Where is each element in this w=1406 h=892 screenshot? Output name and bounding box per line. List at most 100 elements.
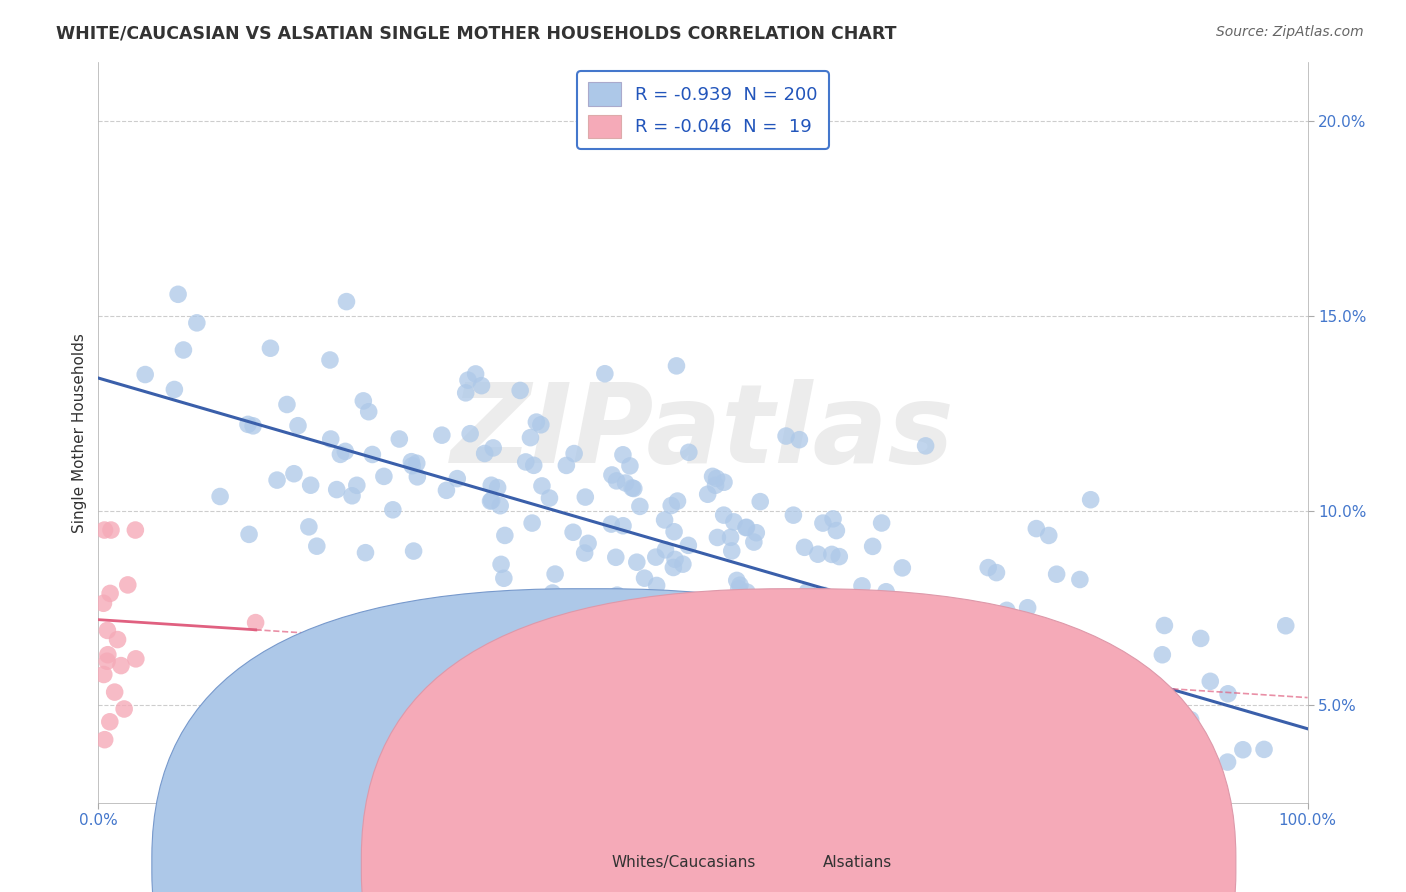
Point <box>287 418 309 433</box>
Point <box>1032 677 1054 691</box>
Point <box>662 524 685 539</box>
Point <box>464 367 486 381</box>
Point <box>1232 743 1254 757</box>
Point <box>470 378 492 392</box>
Point <box>98 714 121 729</box>
Point <box>298 520 321 534</box>
Point <box>862 540 884 554</box>
Point <box>530 479 553 493</box>
Point <box>354 546 377 560</box>
Point <box>541 586 564 600</box>
Point <box>319 432 342 446</box>
Point <box>167 287 190 301</box>
Point <box>851 579 873 593</box>
Point <box>928 627 950 641</box>
Point <box>1047 661 1070 675</box>
Point <box>236 417 259 432</box>
Point <box>340 489 363 503</box>
Point <box>723 667 745 681</box>
Point <box>1153 618 1175 632</box>
Point <box>107 632 129 647</box>
Point <box>749 494 772 508</box>
Point <box>388 432 411 446</box>
Point <box>1017 600 1039 615</box>
Point <box>357 405 380 419</box>
Point <box>299 478 322 492</box>
Point <box>574 490 596 504</box>
Point <box>925 676 948 690</box>
Point <box>821 548 844 562</box>
Point <box>799 591 821 606</box>
Point <box>519 431 541 445</box>
Point <box>562 525 585 540</box>
Point <box>1152 648 1174 662</box>
Point <box>1025 522 1047 536</box>
Text: Source: ZipAtlas.com: Source: ZipAtlas.com <box>1216 25 1364 39</box>
Point <box>821 622 844 636</box>
Point <box>720 530 742 544</box>
Point <box>914 439 936 453</box>
Point <box>713 475 735 490</box>
Point <box>489 499 512 513</box>
Point <box>1188 776 1211 790</box>
Point <box>457 373 479 387</box>
Point <box>401 455 423 469</box>
Point <box>402 544 425 558</box>
Point <box>93 667 115 681</box>
Point <box>880 633 903 648</box>
Point <box>702 469 724 483</box>
Point <box>100 523 122 537</box>
Point <box>527 629 550 643</box>
Point <box>825 524 848 538</box>
Point <box>186 316 208 330</box>
Point <box>914 731 936 745</box>
Point <box>735 521 758 535</box>
Point <box>245 615 267 630</box>
Point <box>361 448 384 462</box>
Point <box>796 584 818 599</box>
Point <box>96 624 118 638</box>
Point <box>1154 715 1177 730</box>
Point <box>725 574 748 588</box>
Point <box>406 470 429 484</box>
Point <box>1018 644 1040 658</box>
Point <box>623 482 645 496</box>
Point <box>346 478 368 492</box>
Point <box>209 490 232 504</box>
Point <box>928 613 950 627</box>
Point <box>723 515 745 529</box>
Point <box>112 702 135 716</box>
Point <box>283 467 305 481</box>
Point <box>110 658 132 673</box>
Point <box>692 616 714 631</box>
Text: Whites/Caucasians: Whites/Caucasians <box>612 855 756 870</box>
Point <box>1088 673 1111 687</box>
Point <box>995 603 1018 617</box>
Point <box>751 618 773 632</box>
Point <box>659 499 682 513</box>
Point <box>706 471 728 485</box>
Point <box>1019 696 1042 710</box>
Point <box>117 578 139 592</box>
FancyBboxPatch shape <box>152 589 1026 892</box>
Point <box>1046 567 1069 582</box>
Point <box>600 517 623 532</box>
Point <box>654 513 676 527</box>
Point <box>486 481 509 495</box>
FancyBboxPatch shape <box>361 589 1236 892</box>
Point <box>644 550 666 565</box>
Point <box>544 567 567 582</box>
Point <box>706 531 728 545</box>
Point <box>672 557 695 571</box>
Point <box>481 493 503 508</box>
Point <box>479 494 502 508</box>
Point <box>807 547 830 561</box>
Point <box>891 561 914 575</box>
Point <box>482 441 505 455</box>
Point <box>619 458 641 473</box>
Point <box>813 588 835 602</box>
Point <box>538 491 561 505</box>
Point <box>782 508 804 523</box>
Point <box>562 446 585 460</box>
Point <box>593 622 616 636</box>
